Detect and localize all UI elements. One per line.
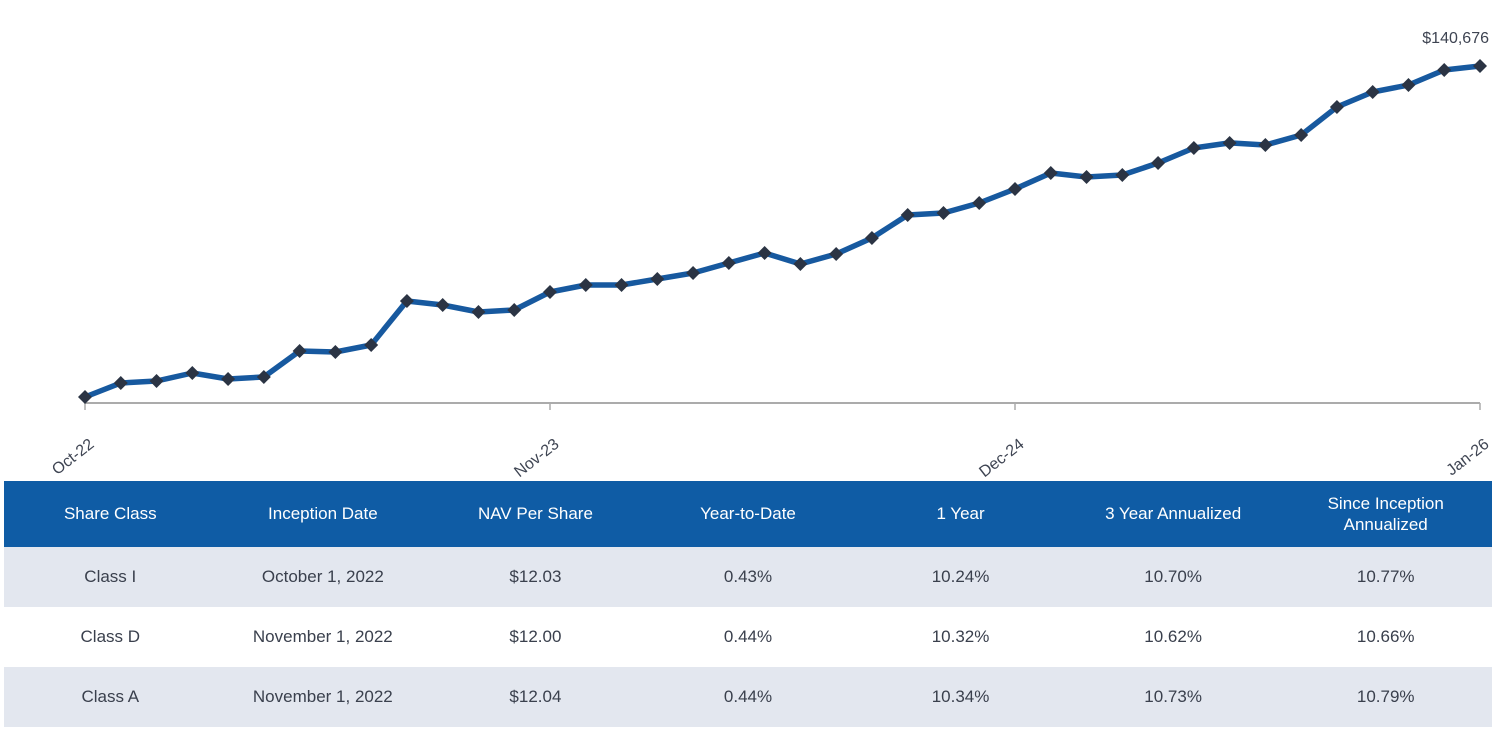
- column-header-inception-date: Inception Date: [268, 504, 378, 524]
- cell-inception-date: November 1, 2022: [252, 687, 393, 706]
- data-point-marker: [1294, 127, 1309, 142]
- table-row-class-a: Class A November 1, 2022 $12.04 0.44% 10…: [4, 667, 1492, 727]
- data-point-marker: [364, 338, 379, 353]
- data-point-marker: [1186, 140, 1201, 155]
- cell-inception-date: November 1, 2022: [252, 627, 393, 646]
- data-point-marker: [650, 272, 665, 287]
- column-header-nav-per-share: NAV Per Share: [477, 504, 593, 524]
- data-point-marker: [936, 206, 951, 221]
- cell-year-to-date: 0.43%: [723, 567, 773, 586]
- cell-share-class: Class A: [81, 687, 140, 706]
- data-point-marker: [1473, 59, 1487, 73]
- data-point-marker: [78, 390, 92, 404]
- data-point-marker: [793, 256, 808, 271]
- cell-since-inception-annualized: 10.66%: [1356, 627, 1415, 646]
- cell-3-year-annualized: 10.73%: [1144, 687, 1202, 706]
- data-point-marker: [543, 285, 557, 300]
- cell-3-year-annualized: 10.62%: [1144, 627, 1202, 646]
- data-point-marker: [435, 297, 450, 312]
- cell-1-year: 10.32%: [931, 627, 990, 646]
- data-point-marker: [614, 278, 629, 293]
- data-point-marker: [686, 265, 701, 280]
- data-point-marker: [1222, 135, 1237, 150]
- data-point-marker: [757, 245, 772, 260]
- cell-1-year: 10.34%: [931, 687, 990, 706]
- cell-3-year-annualized: 10.70%: [1144, 567, 1202, 586]
- data-point-marker: [399, 293, 414, 308]
- cell-year-to-date: 0.44%: [723, 627, 773, 646]
- data-point-marker: [1043, 165, 1058, 180]
- data-point-marker: [972, 196, 987, 211]
- cell-since-inception-annualized: 10.79%: [1356, 687, 1415, 706]
- column-header-3-year-annualized: 3 Year Annualized: [1105, 504, 1242, 524]
- column-header-year-to-date: Year-to-Date: [700, 504, 796, 524]
- data-point-marker: [507, 303, 522, 318]
- growth-chart-svg: Oct-22 Nov-23 Dec-24 Jan-26 $140,676: [49, 30, 1492, 481]
- data-point-marker: [256, 369, 271, 384]
- x-axis-tick-label: Oct-22: [49, 436, 97, 479]
- data-point-marker: [471, 304, 486, 319]
- data-point-marker: [1079, 169, 1094, 184]
- data-point-marker: [328, 344, 343, 359]
- column-header-share-class: Share Class: [63, 504, 157, 524]
- data-point-marker: [578, 278, 593, 293]
- table-row-class-i: Class I October 1, 2022 $12.03 0.43% 10.…: [4, 547, 1492, 607]
- data-point-marker: [221, 372, 236, 387]
- data-point-marker: [1437, 62, 1452, 77]
- x-axis-tick-label: Nov-23: [511, 436, 562, 481]
- cell-since-inception-annualized: 10.77%: [1356, 567, 1415, 586]
- data-point-marker: [185, 365, 200, 380]
- data-point-marker: [1008, 182, 1022, 197]
- cell-nav-per-share: $12.03: [509, 567, 562, 586]
- data-point-marker: [113, 376, 128, 391]
- data-point-marker: [1151, 155, 1166, 170]
- growth-line: [82, 63, 1483, 400]
- column-header-1-year: 1 Year: [936, 504, 985, 524]
- data-point-marker: [1401, 78, 1416, 93]
- x-axis-tick-label: Dec-24: [976, 436, 1027, 481]
- data-point-marker: [1329, 99, 1344, 114]
- cell-nav-per-share: $12.00: [509, 627, 562, 646]
- data-point-marker: [1258, 137, 1273, 152]
- data-point-marker: [149, 373, 164, 388]
- growth-of-investment-chart: Oct-22 Nov-23 Dec-24 Jan-26 $140,676: [49, 30, 1492, 481]
- data-point-marker: [864, 230, 879, 245]
- data-point-marker: [721, 255, 736, 270]
- data-point-marker: [829, 247, 844, 262]
- cell-nav-per-share: $12.04: [509, 687, 562, 706]
- data-point-marker: [1365, 85, 1380, 100]
- cell-share-class: Class D: [80, 627, 141, 646]
- data-point-marker: [292, 344, 307, 359]
- share-class-performance-table: Share Class Inception Date NAV Per Share…: [4, 481, 1492, 727]
- table-row-class-d: Class D November 1, 2022 $12.00 0.44% 10…: [4, 607, 1492, 667]
- cell-share-class: Class I: [84, 567, 137, 586]
- data-point-marker: [1115, 168, 1130, 183]
- x-axis-tick-label: Jan-26: [1443, 436, 1492, 480]
- column-header-since-inception-annualized: Since Inception Annualized: [1327, 493, 1444, 534]
- end-value-label: $140,676: [1422, 30, 1489, 47]
- cell-1-year: 10.24%: [931, 567, 990, 586]
- data-point-marker: [900, 207, 915, 222]
- table-header-row: Share Class Inception Date NAV Per Share…: [4, 481, 1492, 547]
- cell-inception-date: October 1, 2022: [261, 567, 384, 586]
- cell-year-to-date: 0.44%: [723, 687, 773, 706]
